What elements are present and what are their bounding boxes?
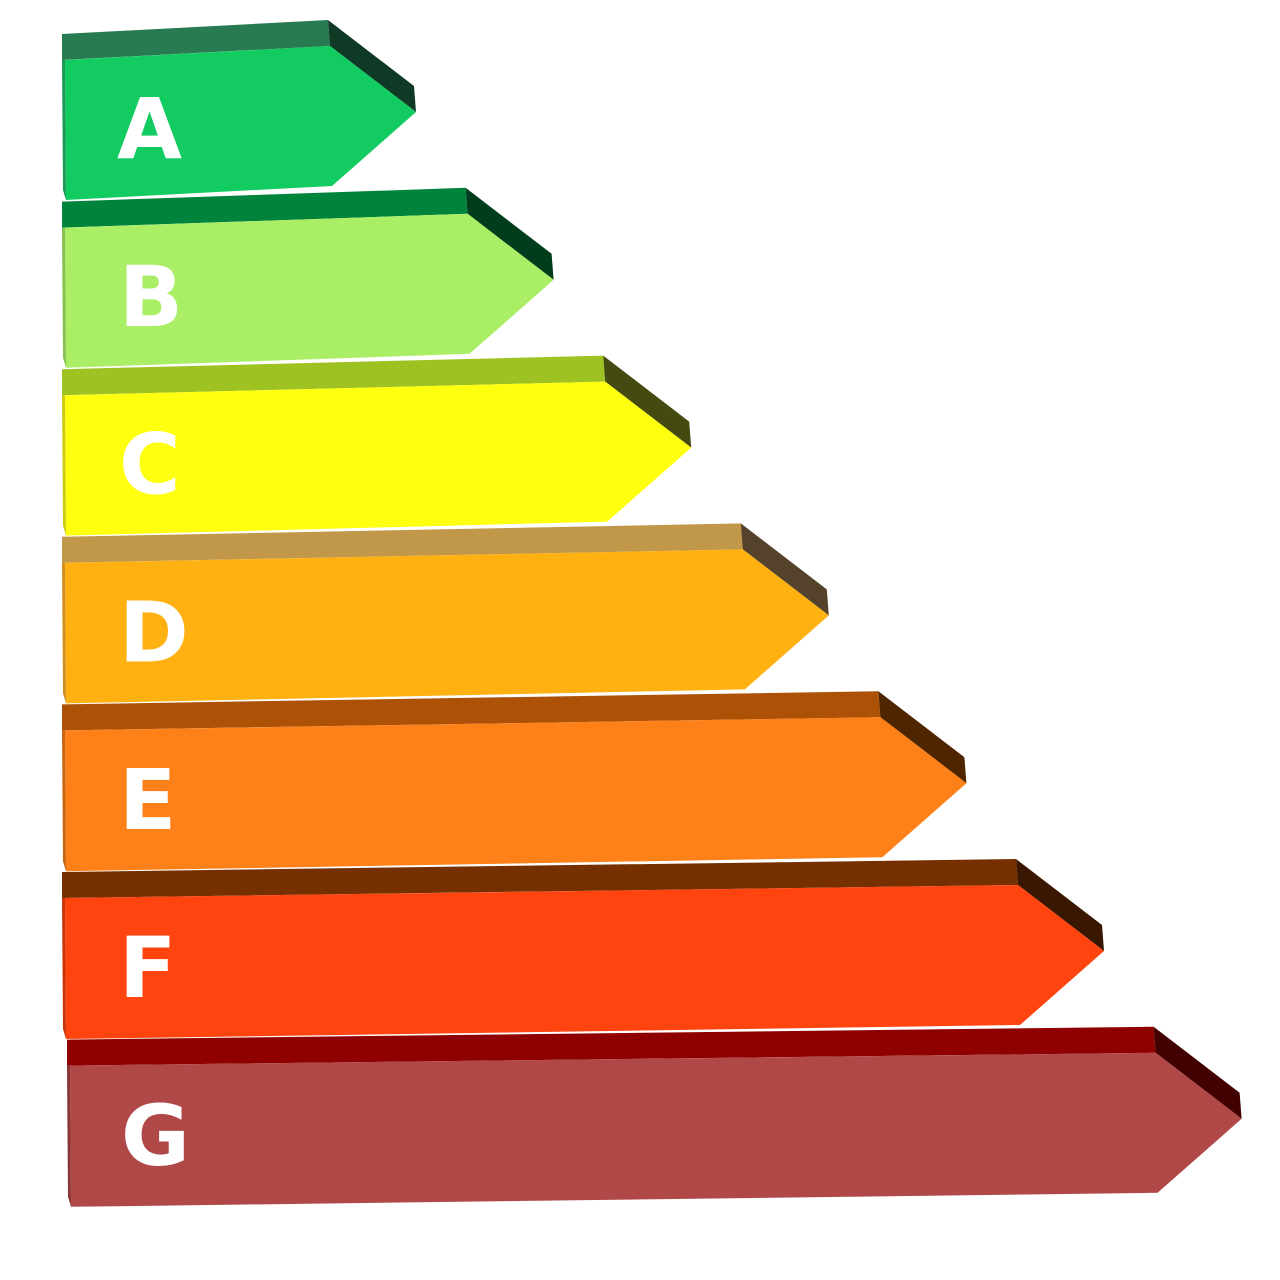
bar-left-side bbox=[62, 227, 66, 368]
bar-bevel bbox=[878, 691, 967, 784]
rating-bar-b: B bbox=[62, 187, 554, 368]
rating-bar-f: F bbox=[62, 859, 1104, 1039]
rating-bar-g: G bbox=[67, 1026, 1242, 1207]
bar-top-face bbox=[67, 1026, 1156, 1066]
bar-bevel bbox=[1016, 859, 1104, 951]
rating-letter: D bbox=[119, 583, 189, 681]
bar-top-face bbox=[62, 691, 881, 731]
rating-bar-e: E bbox=[62, 691, 967, 872]
bar-left-side bbox=[62, 562, 66, 704]
bar-front-face bbox=[70, 1052, 1242, 1207]
rating-bar-a: A bbox=[62, 20, 416, 200]
bar-left-side bbox=[67, 1065, 71, 1207]
rating-letter: G bbox=[121, 1087, 190, 1185]
bar-front-face bbox=[65, 717, 967, 872]
bar-bevel bbox=[465, 187, 554, 280]
bar-front-face bbox=[65, 46, 416, 200]
rating-bar-d: D bbox=[62, 523, 829, 704]
bar-top-face bbox=[62, 355, 606, 396]
bar-left-side bbox=[62, 898, 66, 1039]
bar-bevel bbox=[1153, 1026, 1242, 1119]
rating-letter: B bbox=[119, 248, 183, 346]
bar-left-side bbox=[62, 60, 66, 200]
rating-letter: C bbox=[119, 416, 181, 514]
bar-top-face bbox=[62, 187, 468, 228]
bar-front-face bbox=[65, 885, 1104, 1039]
bar-front-face bbox=[65, 213, 554, 368]
bar-top-face bbox=[62, 859, 1018, 898]
rating-bar-c: C bbox=[62, 355, 692, 536]
bar-left-side bbox=[62, 395, 66, 536]
rating-letter: F bbox=[119, 919, 176, 1017]
bar-top-face bbox=[62, 523, 743, 563]
bar-top-face bbox=[62, 20, 330, 60]
rating-letter: A bbox=[117, 80, 182, 178]
bar-left-side bbox=[62, 730, 66, 872]
bar-front-face bbox=[65, 549, 829, 704]
bar-bevel bbox=[740, 523, 829, 616]
bar-bevel bbox=[328, 20, 416, 112]
rating-letter: E bbox=[119, 751, 176, 849]
bar-front-face bbox=[65, 381, 692, 536]
bar-bevel bbox=[603, 355, 692, 448]
